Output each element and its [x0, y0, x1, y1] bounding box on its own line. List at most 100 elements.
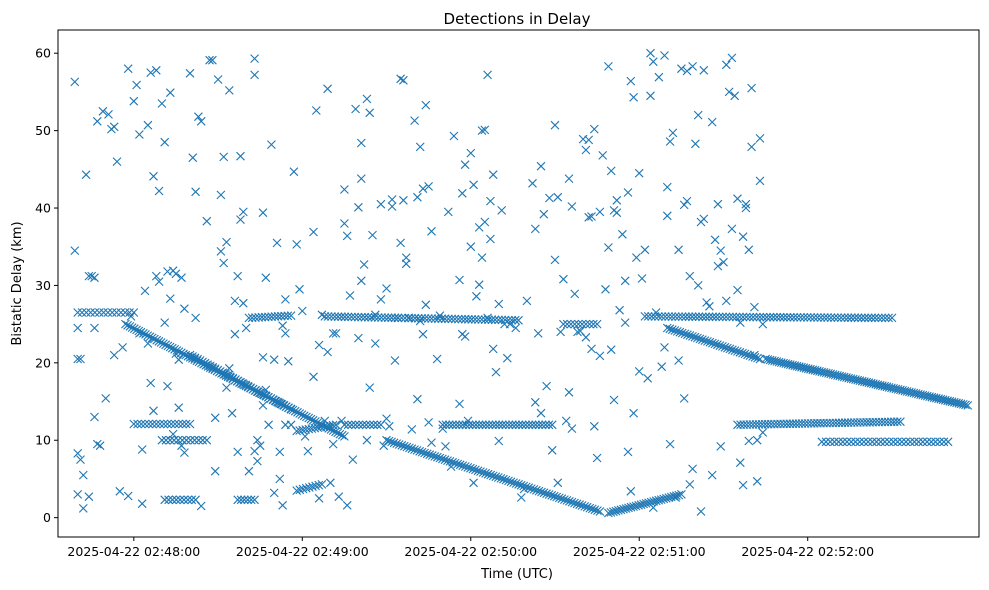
- data-point: [670, 312, 680, 321]
- data-point: [127, 323, 137, 332]
- data-point: [306, 414, 316, 424]
- data-point: [231, 375, 240, 384]
- data-point: [486, 234, 495, 244]
- data-point: [516, 480, 526, 490]
- data-point: [337, 312, 346, 322]
- data-point: [314, 480, 324, 490]
- data-point: [741, 199, 751, 209]
- data-point: [745, 312, 755, 322]
- data-point: [256, 388, 266, 398]
- data-point: [648, 503, 658, 512]
- data-point: [202, 435, 212, 445]
- data-point: [377, 313, 386, 322]
- data-point: [713, 340, 722, 350]
- data-point: [87, 271, 97, 281]
- data-point: [567, 202, 577, 211]
- data-point: [420, 448, 429, 458]
- data-point: [567, 497, 577, 507]
- data-point: [679, 394, 689, 403]
- data-point: [646, 91, 655, 101]
- data-point: [392, 439, 402, 448]
- data-point: [931, 437, 940, 447]
- data-point: [435, 453, 445, 463]
- data-point: [674, 356, 683, 365]
- data-point: [435, 311, 445, 320]
- data-point: [180, 448, 189, 457]
- data-point: [713, 261, 723, 271]
- data-point: [356, 138, 366, 148]
- data-point: [126, 312, 136, 321]
- data-point: [714, 312, 724, 322]
- data-point: [181, 419, 191, 429]
- data-point: [562, 319, 572, 329]
- data-point: [337, 416, 346, 426]
- data-point: [412, 446, 422, 455]
- data-point: [733, 194, 742, 204]
- data-point: [799, 313, 809, 322]
- data-point: [880, 437, 890, 447]
- data-point: [425, 450, 435, 460]
- data-point: [95, 441, 105, 451]
- data-point: [444, 420, 454, 430]
- data-point: [283, 356, 293, 366]
- data-point: [477, 126, 487, 135]
- data-point: [889, 437, 898, 447]
- data-point: [758, 428, 768, 437]
- data-point: [750, 302, 759, 312]
- data-point: [547, 420, 557, 430]
- data-point: [842, 437, 852, 447]
- data-point: [682, 196, 692, 206]
- data-point: [710, 339, 720, 349]
- data-point: [693, 281, 703, 290]
- data-point: [918, 437, 928, 447]
- data-point: [264, 420, 273, 430]
- data-point: [333, 312, 343, 322]
- data-point: [343, 312, 353, 322]
- data-point: [624, 503, 633, 513]
- data-point: [438, 420, 448, 430]
- data-point: [687, 312, 697, 322]
- data-point: [668, 128, 678, 138]
- x-axis: 2025-04-22 02:48:00 2025-04-22 02:49:00 20…: [67, 537, 874, 559]
- data-point: [733, 347, 742, 356]
- data-point: [752, 435, 762, 445]
- data-point: [720, 342, 730, 352]
- data-point: [612, 208, 622, 218]
- data-point: [121, 319, 130, 329]
- data-point: [743, 350, 752, 360]
- data-point: [696, 507, 706, 516]
- data-point: [275, 447, 285, 457]
- data-point: [376, 199, 386, 209]
- data-point: [350, 312, 360, 322]
- data-point: [870, 313, 880, 323]
- data-point: [671, 493, 681, 502]
- data-point: [474, 280, 484, 290]
- data-point: [833, 313, 843, 322]
- data-point: [620, 276, 630, 286]
- data-point: [705, 301, 714, 311]
- data-point: [422, 449, 432, 459]
- data-point: [167, 343, 177, 353]
- data-point: [151, 419, 161, 429]
- data-point: [418, 184, 428, 194]
- data-point: [718, 312, 728, 322]
- data-point: [132, 80, 141, 90]
- data-point: [721, 312, 731, 322]
- data-point: [384, 421, 394, 431]
- data-point: [662, 211, 672, 221]
- data-point: [331, 420, 341, 430]
- data-point: [604, 243, 613, 252]
- data-point: [407, 425, 417, 434]
- data-point: [880, 313, 890, 323]
- data-point: [874, 313, 883, 323]
- data-point: [477, 253, 487, 262]
- data-point: [562, 496, 572, 505]
- data-point: [76, 354, 85, 364]
- data-point: [675, 327, 685, 337]
- data-point: [859, 437, 869, 447]
- data-point: [333, 428, 343, 438]
- data-point: [129, 419, 139, 429]
- data-point: [508, 420, 517, 430]
- data-point: [632, 253, 641, 262]
- data-point: [615, 305, 624, 315]
